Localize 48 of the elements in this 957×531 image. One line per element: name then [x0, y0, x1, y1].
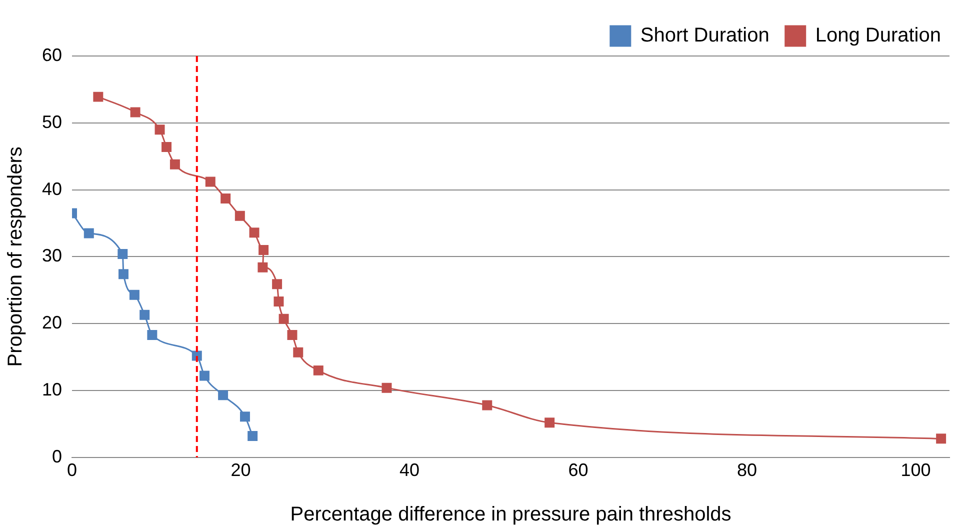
point [258, 245, 269, 256]
point [293, 347, 304, 358]
point [258, 262, 268, 272]
point [482, 400, 492, 410]
point [234, 210, 245, 221]
y-tick-label: 10 [42, 379, 62, 400]
point [199, 370, 210, 381]
point [84, 228, 94, 238]
point [93, 92, 104, 102]
y-tick-label: 0 [52, 446, 62, 466]
point [287, 330, 298, 340]
point [272, 279, 282, 290]
x-tick-label: 0 [67, 460, 78, 480]
x-axis-title: Percentage difference in pressure pain thresholds [290, 504, 732, 526]
x-tick-label: 40 [400, 460, 420, 480]
y-tick-label: 50 [42, 112, 62, 132]
point [130, 107, 140, 118]
y-tick-label: 40 [42, 178, 62, 199]
x-tick-label: 20 [230, 460, 251, 480]
y-axis-title: Proportion of responders [4, 146, 27, 367]
point [544, 418, 555, 428]
point [118, 269, 128, 280]
point [147, 330, 158, 340]
point [129, 290, 140, 300]
y-tick-label: 60 [42, 44, 62, 65]
point [382, 382, 392, 393]
legend-label: Short Duration [640, 24, 770, 47]
point [218, 390, 228, 400]
point [248, 431, 258, 441]
x-tick-label: 100 [900, 460, 931, 480]
point [278, 314, 289, 324]
point [249, 228, 260, 238]
y-tick-label: 30 [42, 246, 62, 266]
point [140, 310, 150, 320]
point [313, 365, 324, 376]
point [274, 296, 284, 307]
point [118, 249, 128, 260]
point [240, 412, 250, 422]
x-tick-label: 80 [736, 460, 758, 480]
legend-label: Long Duration [815, 24, 942, 47]
point [205, 176, 216, 187]
point [220, 194, 231, 204]
y-tick-label: 20 [42, 312, 62, 333]
point [154, 124, 165, 135]
point [170, 159, 180, 170]
x-tick-label: 60 [568, 460, 588, 480]
point [936, 434, 946, 444]
point [162, 142, 172, 152]
